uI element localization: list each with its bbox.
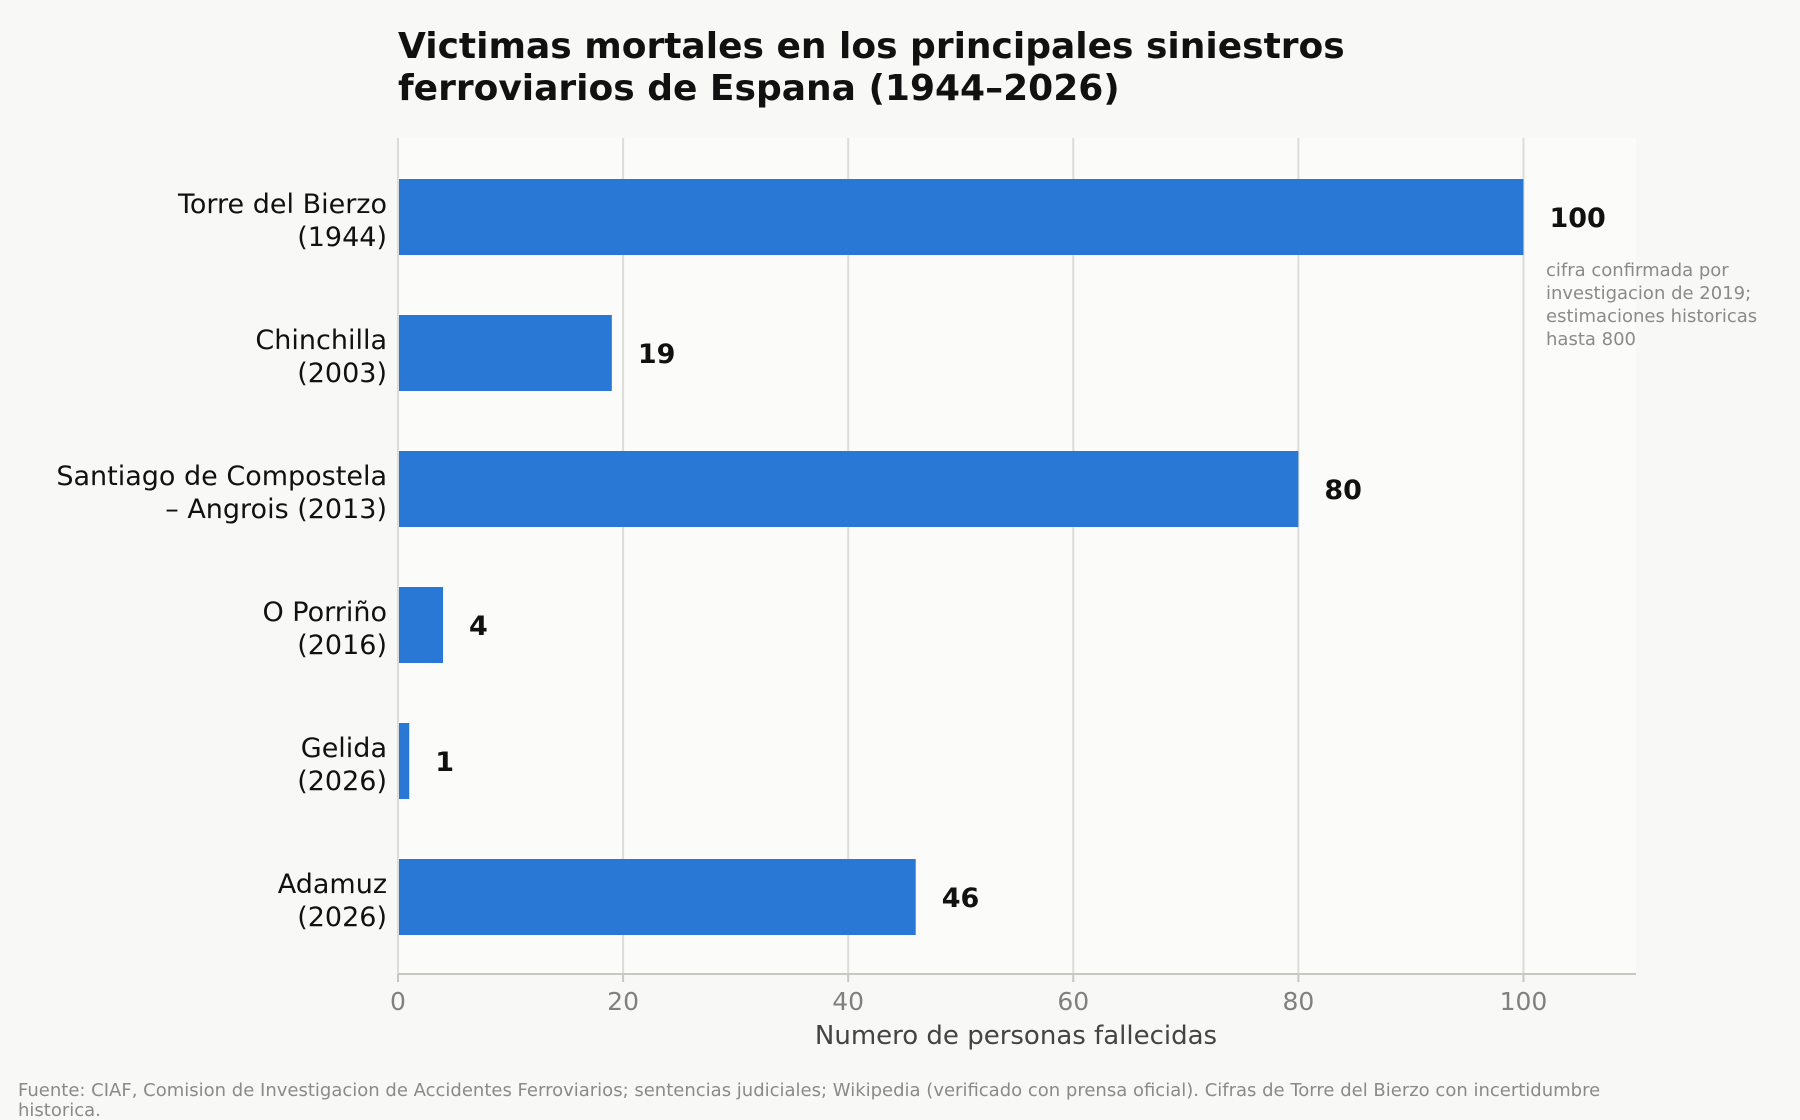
category-label: Santiago de Compostela – Angrois (2013) xyxy=(56,461,387,525)
category-label-line: Adamuz xyxy=(278,869,387,900)
category-label-line: Santiago de Compostela xyxy=(56,461,387,492)
category-label-line: Torre del Bierzo xyxy=(177,189,387,220)
category-label: Adamuz (2026) xyxy=(278,869,387,933)
data-value-label: 46 xyxy=(942,883,980,914)
source-line-2: historica. xyxy=(18,1100,101,1120)
chart-title-line-1: Victimas mortales en los principales sin… xyxy=(398,26,1345,67)
category-label-line: (1944) xyxy=(297,222,387,253)
gridlines xyxy=(397,138,1525,974)
category-label-line: (2026) xyxy=(297,902,387,933)
annotation-line-4: hasta 800 xyxy=(1546,329,1636,350)
labels: 0 20 40 60 80 100 100 Torre del Bierzo (1944) 19 C… xyxy=(56,189,1605,1016)
data-value-label: 4 xyxy=(469,611,488,642)
category-label: Gelida (2026) xyxy=(297,733,387,797)
data-value-label: 100 xyxy=(1549,203,1605,234)
source-note: Fuente: CIAF, Comision de Investigacion … xyxy=(18,1080,1606,1120)
data-value-label: 19 xyxy=(638,339,676,370)
category-label-line: – Angrois (2013) xyxy=(165,494,387,525)
category-label: O Porriño (2016) xyxy=(262,597,387,661)
chart-title-line-2: ferroviarios de Espana (1944–2026) xyxy=(398,68,1120,109)
chart-title: Victimas mortales en los principales sin… xyxy=(398,26,1357,109)
category-label-line: Chinchilla xyxy=(255,325,387,356)
x-tick-label: 100 xyxy=(1500,987,1548,1016)
x-tick-label: 80 xyxy=(1282,987,1314,1016)
bars xyxy=(399,179,1524,935)
x-tick-label: 40 xyxy=(832,987,864,1016)
annotation-line-1: cifra confirmada por xyxy=(1546,260,1729,281)
annotation-note: cifra confirmada por investigacion de 20… xyxy=(1546,260,1763,350)
data-value-label: 1 xyxy=(435,747,454,778)
category-label-line: (2026) xyxy=(297,766,387,797)
bar xyxy=(399,315,612,391)
bar xyxy=(399,723,410,799)
annotation-line-2: investigacion de 2019; xyxy=(1546,283,1751,304)
category-label: Chinchilla (2003) xyxy=(255,325,387,389)
x-tick-label: 60 xyxy=(1057,987,1089,1016)
x-tick-label: 20 xyxy=(607,987,639,1016)
plot-area xyxy=(398,138,1636,974)
category-label-line: O Porriño xyxy=(262,597,387,628)
category-label: Torre del Bierzo (1944) xyxy=(177,189,387,253)
x-tick-label: 0 xyxy=(390,987,406,1016)
source-line-1: Fuente: CIAF, Comision de Investigacion … xyxy=(18,1080,1600,1101)
bar xyxy=(399,859,916,935)
data-value-label: 80 xyxy=(1324,475,1362,506)
annotation-line-3: estimaciones historicas xyxy=(1546,306,1757,327)
category-label-line: (2016) xyxy=(297,630,387,661)
bar xyxy=(399,451,1299,527)
category-label-line: Gelida xyxy=(301,733,387,764)
x-axis-label: Numero de personas fallecidas xyxy=(815,1021,1217,1051)
bar xyxy=(399,587,444,663)
bar xyxy=(399,179,1524,255)
category-label-line: (2003) xyxy=(297,358,387,389)
